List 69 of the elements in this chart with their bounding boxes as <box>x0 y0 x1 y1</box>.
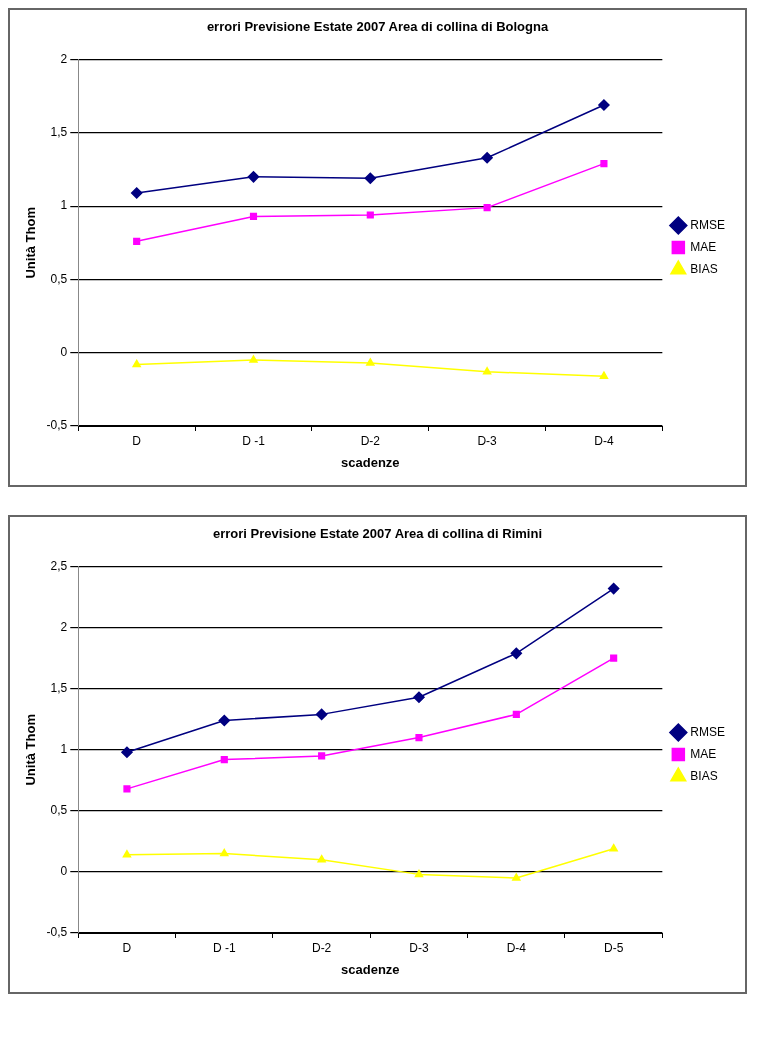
point <box>610 654 618 662</box>
y-tick-label: 0,5 <box>50 271 68 286</box>
y-tick-label: 2 <box>60 51 68 66</box>
point <box>609 843 618 852</box>
point <box>121 746 133 758</box>
point <box>598 99 610 111</box>
point <box>483 204 491 212</box>
point <box>482 367 492 375</box>
point <box>218 714 231 727</box>
chart-title: errori Previsione Estate 2007 Area di collina di Bologna <box>206 19 549 35</box>
point <box>364 172 377 185</box>
point <box>247 171 260 183</box>
x-axis-title: scadenze <box>341 454 400 470</box>
legend-label: MAE <box>690 239 717 254</box>
x-tick-label: D-2 <box>311 940 332 955</box>
y-tick-label: -0,5 <box>46 925 68 940</box>
point <box>600 160 608 168</box>
x-tick-label: D-2 <box>360 433 381 448</box>
point <box>122 850 132 858</box>
point <box>415 734 423 742</box>
y-tick-label: 2,5 <box>50 558 68 573</box>
point <box>220 848 229 857</box>
y-tick-label: 0,5 <box>50 803 68 818</box>
point <box>366 358 375 366</box>
point <box>123 785 131 793</box>
x-tick-label: D-4 <box>594 433 614 448</box>
point <box>607 582 620 595</box>
x-tick-label: D-5 <box>603 940 624 955</box>
y-tick-label: 1 <box>60 198 68 213</box>
x-tick-label: D -1 <box>212 940 236 955</box>
legend-label: BIAS <box>690 768 718 783</box>
x-tick-label: D-3 <box>477 433 498 448</box>
point <box>220 755 228 764</box>
x-tick-label: D-3 <box>409 940 429 955</box>
x-axis-title: scadenze <box>341 961 400 977</box>
point <box>510 647 523 660</box>
y-tick-label: 2 <box>60 619 68 634</box>
point <box>413 691 425 704</box>
chart-title: errori Previsione Estate 2007 Area di collina di Rimini <box>213 526 542 542</box>
point <box>249 355 258 363</box>
y-tick-label: 0 <box>60 864 68 879</box>
point <box>481 152 493 164</box>
legend-label: RMSE <box>690 217 725 232</box>
y-tick-label: 0 <box>60 345 68 360</box>
point <box>132 359 141 368</box>
x-tick-label: D <box>132 433 142 448</box>
y-axis-title: Unità Thom <box>23 207 39 279</box>
point <box>133 237 141 245</box>
legend-label: BIAS <box>690 261 718 276</box>
point <box>249 212 258 220</box>
point <box>366 211 374 219</box>
point <box>599 371 609 379</box>
x-tick-label: D -1 <box>242 433 266 448</box>
x-tick-label: D-4 <box>506 940 527 955</box>
y-axis-title: Unità Thom <box>23 714 39 786</box>
point <box>317 854 326 863</box>
point <box>130 187 143 199</box>
point <box>318 752 326 760</box>
legend-label: MAE <box>690 746 717 761</box>
y-tick-label: -0,5 <box>46 418 68 433</box>
y-tick-label: 1,5 <box>50 125 68 140</box>
point <box>315 708 328 721</box>
y-tick-label: 1 <box>60 742 68 757</box>
point <box>512 710 520 718</box>
point <box>512 873 521 881</box>
x-tick-label: D <box>122 940 132 955</box>
point <box>414 869 424 878</box>
y-tick-label: 1,5 <box>50 681 68 696</box>
legend-label: RMSE <box>690 724 725 739</box>
